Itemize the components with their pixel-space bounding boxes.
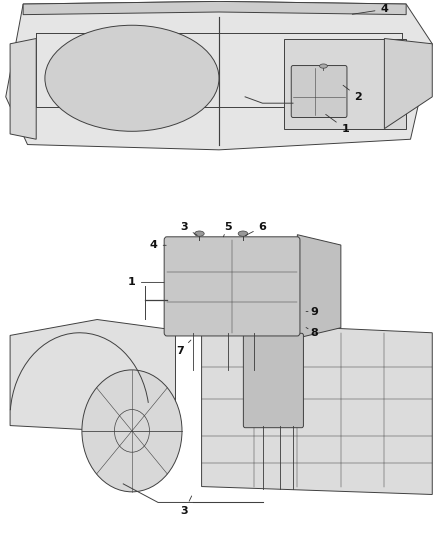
Polygon shape [10,319,176,431]
Circle shape [82,370,182,492]
Polygon shape [10,38,36,139]
Ellipse shape [320,64,327,68]
Polygon shape [297,235,341,338]
Text: 1: 1 [128,277,164,287]
Polygon shape [385,38,432,128]
Ellipse shape [45,25,219,131]
Text: 3: 3 [180,496,192,516]
Text: 2: 2 [343,85,362,102]
Text: 3: 3 [180,222,197,235]
Polygon shape [23,2,406,14]
Text: 6: 6 [245,222,266,236]
Text: 4: 4 [352,4,389,14]
Text: 5: 5 [223,222,232,237]
Polygon shape [6,2,432,150]
Text: 9: 9 [306,306,319,317]
Polygon shape [201,322,432,495]
FancyBboxPatch shape [244,333,304,427]
Text: 1: 1 [326,115,349,134]
Ellipse shape [238,231,248,236]
Polygon shape [284,38,406,128]
Text: 8: 8 [306,327,318,338]
Text: 7: 7 [176,340,191,357]
FancyBboxPatch shape [291,66,347,117]
Ellipse shape [194,231,204,236]
Text: 4: 4 [150,240,166,251]
FancyBboxPatch shape [164,237,300,336]
